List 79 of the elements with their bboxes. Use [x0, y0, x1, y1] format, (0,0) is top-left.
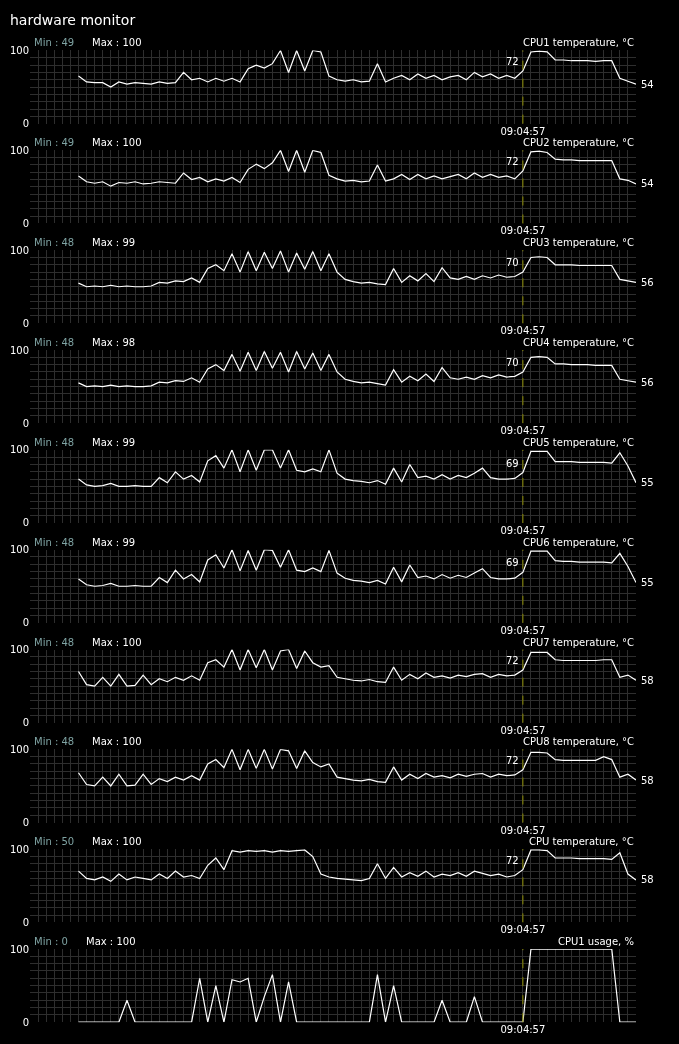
text: Min : 48 — [34, 537, 75, 548]
text: Max : 100 — [92, 137, 142, 148]
data-label: 72 — [506, 56, 519, 67]
y-tick-label: 100 — [9, 843, 29, 855]
x-tick-label: 09:04:57 — [500, 1024, 546, 1036]
data-label: 70 — [506, 357, 519, 368]
y-tick-label: 0 — [22, 317, 29, 329]
y-tick-label: 100 — [9, 444, 29, 456]
y-tick-label: 0 — [22, 916, 29, 928]
text: Max : 99 — [92, 537, 136, 548]
data-label: 56 — [641, 377, 654, 388]
data-label: 70 — [506, 257, 519, 268]
chart-title: CPU8 temperature, °C — [523, 736, 635, 747]
data-label: 58 — [641, 874, 654, 885]
x-tick-label: 09:04:57 — [500, 724, 546, 736]
data-label: 72 — [506, 156, 519, 167]
text: Max : 100 — [92, 836, 142, 847]
text: Min : 48 — [34, 337, 75, 348]
chart-title: CPU4 temperature, °C — [523, 337, 635, 348]
chart-subtitle: hardware monitor — [10, 12, 136, 28]
y-tick-label: 0 — [22, 517, 29, 529]
chart-title: CPU6 temperature, °C — [523, 537, 635, 548]
text: Max : 98 — [92, 337, 136, 348]
text: Min : 48 — [34, 736, 75, 747]
chart-title: CPU7 temperature, °C — [523, 637, 635, 648]
text: Min : 48 — [34, 637, 75, 648]
text: Max : 100 — [92, 637, 142, 648]
chart-title: CPU2 temperature, °C — [523, 137, 635, 148]
text: Max : 99 — [92, 437, 136, 448]
chart-title: CPU1 temperature, °C — [523, 37, 635, 48]
y-tick-label: 100 — [9, 344, 29, 356]
data-label: 72 — [506, 855, 519, 866]
chart-title: CPU temperature, °C — [529, 836, 634, 847]
x-tick-label: 09:04:57 — [500, 225, 546, 237]
chart-title: CPU5 temperature, °C — [523, 437, 635, 448]
text: Min : 49 — [34, 137, 75, 148]
text: Min : 49 — [34, 37, 75, 48]
y-tick-label: 0 — [22, 118, 29, 130]
x-tick-label: 09:04:57 — [500, 425, 546, 437]
y-tick-label: 100 — [9, 44, 29, 56]
y-tick-label: 100 — [9, 743, 29, 755]
y-tick-label: 0 — [22, 217, 29, 229]
y-tick-label: 100 — [9, 943, 29, 955]
x-tick-label: 09:04:57 — [500, 524, 546, 536]
text: Max : 100 — [92, 37, 142, 48]
text: Min : 48 — [34, 237, 75, 248]
data-label: 72 — [506, 755, 519, 766]
x-tick-label: 09:04:57 — [500, 325, 546, 337]
chart-title: CPU1 usage, % — [558, 936, 634, 947]
text: Min : 50 — [34, 836, 75, 847]
x-tick-label: 09:04:57 — [500, 624, 546, 636]
data-label: 54 — [641, 178, 654, 189]
data-label: 72 — [506, 655, 519, 666]
text: Min : 0 — [34, 936, 68, 947]
data-label: 58 — [641, 775, 654, 786]
y-tick-label: 0 — [22, 717, 29, 729]
y-tick-label: 0 — [22, 817, 29, 829]
data-label: 56 — [641, 277, 654, 288]
data-label: 54 — [641, 79, 654, 90]
text: Max : 99 — [92, 237, 136, 248]
data-label: 58 — [641, 675, 654, 686]
data-label: 55 — [641, 477, 654, 488]
y-tick-label: 100 — [9, 644, 29, 656]
y-tick-label: 100 — [9, 144, 29, 156]
y-tick-label: 0 — [22, 1016, 29, 1028]
text: Max : 100 — [92, 736, 142, 747]
x-tick-label: 09:04:57 — [500, 924, 546, 936]
chart-title: CPU3 temperature, °C — [523, 237, 635, 248]
y-tick-label: 0 — [22, 417, 29, 429]
text: Min : 48 — [34, 437, 75, 448]
text: Max : 100 — [86, 936, 136, 947]
data-label: 69 — [506, 458, 519, 469]
y-tick-label: 100 — [9, 244, 29, 256]
data-label: 55 — [641, 577, 654, 588]
y-tick-label: 0 — [22, 617, 29, 629]
y-tick-label: 100 — [9, 544, 29, 556]
x-tick-label: 09:04:57 — [500, 824, 546, 836]
x-tick-label: 09:04:57 — [500, 125, 546, 137]
data-label: 69 — [506, 557, 519, 568]
